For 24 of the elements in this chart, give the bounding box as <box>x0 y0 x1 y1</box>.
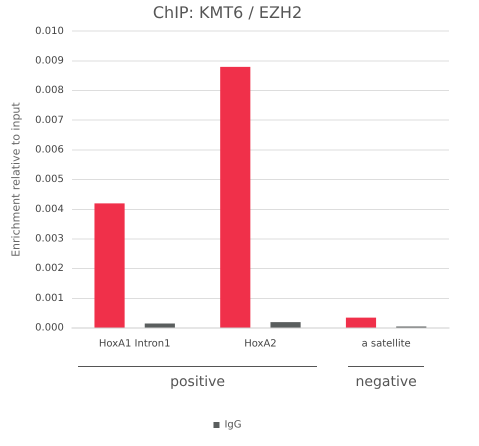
y-tick-label: 0.010 <box>35 26 64 37</box>
y-axis-title: Enrichment relative to input <box>9 102 22 257</box>
y-tick-label: 0.000 <box>35 322 64 334</box>
text: positive <box>170 374 226 390</box>
y-tick-label: 0.004 <box>35 204 64 215</box>
x-tick-label: HoxA1 Intron1 <box>98 338 170 350</box>
y-tick-label: 0.007 <box>35 114 64 126</box>
y-tick-label: 0.003 <box>35 234 64 245</box>
bar <box>270 322 301 328</box>
bar <box>346 318 376 328</box>
y-tick-label: 0.006 <box>35 144 64 156</box>
bar <box>94 203 125 328</box>
bar <box>144 324 175 328</box>
bar <box>220 66 250 328</box>
legend-label: IgG <box>224 420 242 431</box>
y-tick-label: 0.009 <box>35 55 64 66</box>
y-tick-label: 0.005 <box>35 174 64 186</box>
y-tick-label: 0.001 <box>35 292 64 304</box>
y-tick-label: 0.008 <box>35 85 64 96</box>
x-tick-label: HoxA2 <box>244 338 277 350</box>
text: negative <box>356 374 417 390</box>
x-tick-label: a satellite <box>362 338 411 350</box>
y-tick-label: 0.002 <box>35 263 64 274</box>
chart-title: ChIP: KMT6 / EZH2 <box>152 2 302 22</box>
